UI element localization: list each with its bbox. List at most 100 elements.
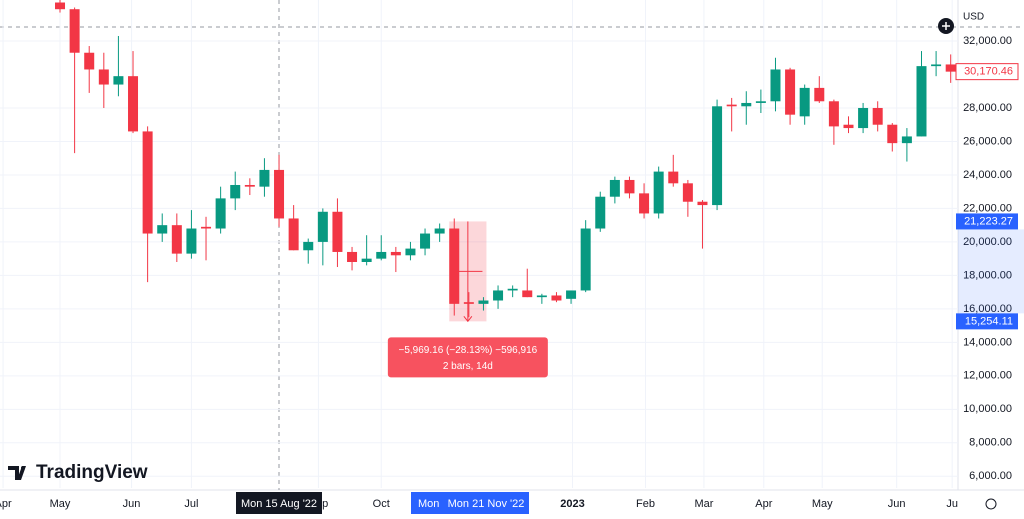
candle-body (872, 107, 883, 125)
y-tick-label: 10,000.00 (963, 403, 1012, 415)
candle-body (712, 106, 723, 206)
x-tick-label: May (812, 498, 833, 510)
logo-text: TradingView (36, 462, 148, 483)
candle-body (288, 218, 299, 251)
price-label-box (955, 63, 1019, 81)
y-tick-label: 6,000.00 (969, 470, 1012, 482)
y-tick-label: 20,000.00 (963, 236, 1012, 248)
candle-body (858, 107, 869, 129)
measure-box (387, 337, 548, 378)
candle-body (171, 225, 182, 254)
candle-body (274, 169, 285, 219)
candle-body (814, 87, 825, 102)
x-tick-label: Jun (888, 498, 906, 510)
y-tick-label: 26,000.00 (963, 135, 1012, 147)
y-tick-label: 24,000.00 (963, 169, 1012, 181)
x-tick-label: Jun (123, 498, 141, 510)
candle-body (901, 136, 912, 144)
price-label: 30,170.46 (964, 66, 1013, 78)
candle-body (799, 87, 810, 117)
settings-icon[interactable] (985, 498, 997, 510)
candle-body (682, 183, 693, 202)
candle-body (828, 101, 839, 127)
candle-body (142, 131, 153, 234)
x-tick-label: Feb (636, 498, 655, 510)
x-tick-label: Mar (694, 498, 713, 510)
candle-body (697, 201, 708, 206)
price-label: 21,223.27 (964, 215, 1013, 227)
crosshair-date: Mon 15 Aug '22 (241, 498, 317, 510)
y-tick-label: 28,000.00 (963, 102, 1012, 114)
candle-body (84, 52, 95, 70)
candle-body (522, 290, 533, 298)
x-tick-label: Apr (755, 498, 772, 510)
tradingview-logo[interactable]: TradingView (8, 462, 148, 483)
candle-body (113, 76, 124, 85)
candle-body (259, 169, 270, 187)
candle-body (390, 251, 401, 256)
candle-body (551, 295, 562, 301)
x-tick-label: May (50, 498, 71, 510)
range-end-date: Mon 21 Nov '22 (448, 498, 525, 510)
add-icon (942, 22, 950, 30)
candle-body (332, 211, 343, 252)
candle-body (916, 66, 927, 137)
candle-body (69, 9, 80, 53)
y-tick-label: 8,000.00 (969, 437, 1012, 449)
candle-body (201, 226, 212, 229)
candle-body (887, 124, 898, 144)
candle-body (463, 302, 474, 304)
candle-body (536, 295, 547, 298)
price-label-box (956, 313, 1018, 330)
candle-body (639, 193, 650, 214)
candle-body (215, 198, 226, 229)
candle-body (609, 179, 620, 197)
candle-body (420, 233, 431, 249)
candle-body (668, 171, 679, 184)
x-tick-label: Apr (0, 498, 12, 510)
range-date-box (411, 492, 529, 514)
candle-body (507, 288, 518, 291)
candle-body (653, 171, 664, 214)
range-start-date: Mon (418, 498, 439, 510)
candle-body (493, 290, 504, 301)
y-tick-label: 22,000.00 (963, 202, 1012, 214)
candle-body (317, 211, 328, 242)
measure-sub: 2 bars, 14d (443, 361, 493, 372)
candle-body (244, 184, 255, 187)
candle-body (303, 241, 314, 251)
logo-icon (8, 466, 26, 480)
candle-body (478, 300, 489, 304)
candle-body (755, 101, 766, 103)
candle-body (843, 124, 854, 129)
candle-body (595, 196, 606, 229)
candle-body (741, 102, 752, 107)
x-tick-label: 2023 (560, 498, 584, 510)
y-tick-label: 12,000.00 (963, 370, 1012, 382)
candle-body (376, 251, 387, 259)
currency[interactable]: USD (963, 12, 984, 23)
candle-body (449, 228, 460, 304)
logo-dot (21, 466, 25, 470)
price-label: 15,254.11 (965, 315, 1013, 327)
candle-body (186, 228, 197, 254)
candle-body (347, 251, 358, 262)
candle-body (98, 69, 109, 85)
candle-body (726, 104, 737, 107)
candle-body (230, 184, 241, 199)
candle-body (157, 225, 168, 234)
crosshair-date-box (236, 492, 322, 514)
y-tick-label: 18,000.00 (963, 269, 1012, 281)
x-tick-label: Oct (373, 498, 390, 510)
candle-body (55, 2, 66, 10)
candle-body (931, 64, 942, 67)
measure-label: −5,969.16 (−28.13%) −596,916 (398, 345, 537, 356)
y-tick-label: 16,000.00 (963, 303, 1012, 315)
candle-body (128, 76, 139, 132)
candle-body (566, 290, 577, 299)
candle-body (361, 258, 372, 262)
range-highlight (958, 229, 1024, 314)
candle-body (945, 64, 956, 72)
